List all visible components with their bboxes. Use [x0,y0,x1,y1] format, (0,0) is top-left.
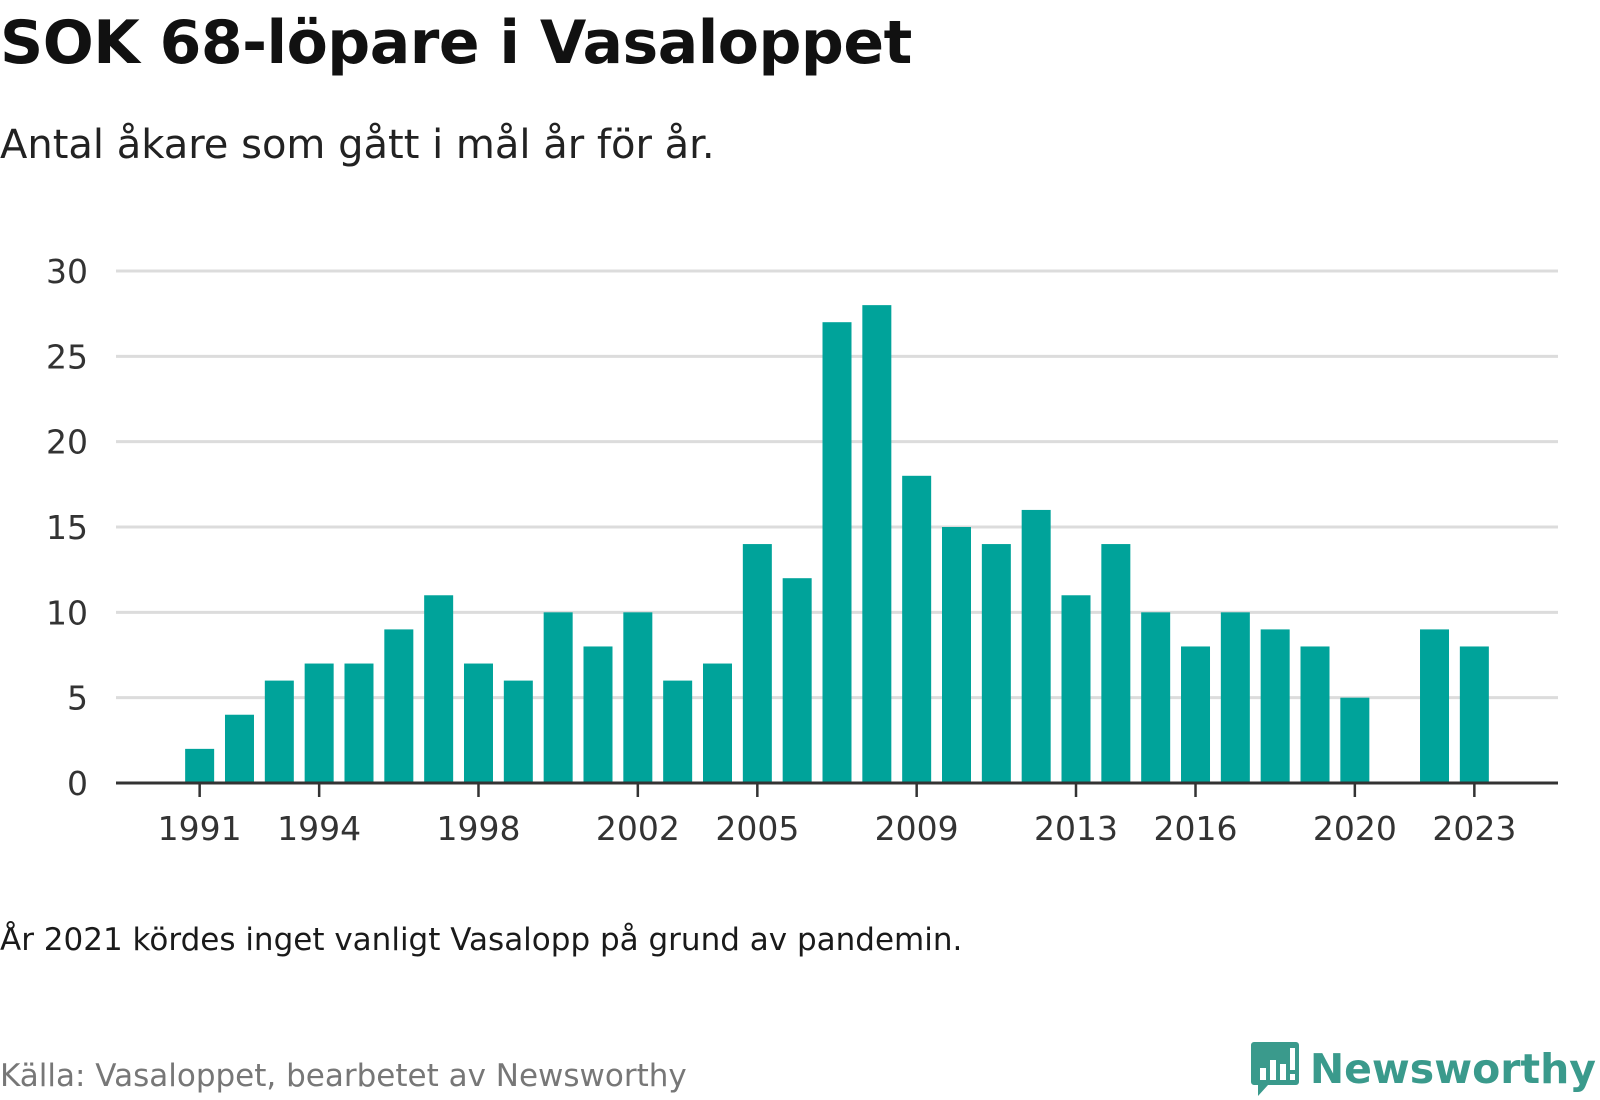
bar-2009 [902,475,932,783]
x-tick-label: 2009 [875,809,959,848]
bar-1995 [344,663,374,783]
bar-2011 [981,544,1011,783]
bar-2000 [543,612,573,783]
bar-2013 [1061,595,1091,783]
bar-2001 [583,646,613,783]
bar-2014 [1101,544,1131,783]
bar-2019 [1300,646,1330,783]
bar-1994 [304,663,334,783]
x-axis-ticks: 1991 1994 1998 2002 2005 2009 2013 2016 2020 2023 [158,783,1516,848]
bar-2004 [702,663,732,783]
bars [185,305,1489,783]
bar-2016 [1181,646,1211,783]
y-tick-label: 25 [46,337,88,376]
x-tick-label: 1994 [277,809,361,848]
bar-2008 [862,305,892,783]
bar-2007 [822,322,852,783]
bar-2002 [623,612,653,783]
chart-title: SOK 68-löpare i Vasaloppet [0,8,912,78]
footnote: År 2021 kördes inget vanligt Vasalopp på… [0,922,963,958]
y-tick-label: 30 [46,252,88,291]
x-tick-label: 2005 [715,809,799,848]
x-tick-label: 2016 [1154,809,1238,848]
x-tick-label: 2023 [1432,809,1516,848]
bar-chart: 0 5 10 15 20 25 30 1991 1994 1998 2002 2005 2009 201… [46,252,1558,848]
bar-2006 [782,578,812,783]
bar-2017 [1220,612,1250,783]
bar-2003 [663,680,693,783]
bar-2012 [1021,509,1051,783]
chart-subtitle: Antal åkare som gått i mål år för år. [0,122,715,168]
bar-2005 [742,544,772,783]
x-tick-label: 2002 [596,809,680,848]
bar-1997 [424,595,454,783]
brand-logo: Newsworthy [1250,1040,1596,1098]
bar-1993 [264,680,294,783]
y-tick-label: 5 [67,679,88,718]
bar-1991 [185,748,215,783]
bar-2020 [1340,697,1370,783]
brand-name: Newsworthy [1309,1045,1596,1093]
newsworthy-logo-icon [1250,1042,1299,1096]
y-tick-label: 20 [46,423,88,462]
x-tick-label: 1998 [436,809,520,848]
bar-1992 [224,714,254,783]
y-tick-label: 10 [46,593,88,632]
bar-2010 [942,527,972,783]
x-tick-label: 1991 [158,809,242,848]
bar-1996 [384,629,414,783]
bar-2015 [1141,612,1171,783]
bar-2022 [1420,629,1450,783]
y-tick-label: 0 [67,764,88,803]
y-tick-label: 15 [46,508,88,547]
bar-2018 [1260,629,1290,783]
y-axis-ticks: 0 5 10 15 20 25 30 [46,252,88,803]
x-tick-label: 2020 [1313,809,1397,848]
x-tick-label: 2013 [1034,809,1118,848]
source-text: Källa: Vasaloppet, bearbetet av Newswort… [0,1058,687,1094]
bar-2023 [1459,646,1489,783]
bar-1999 [503,680,533,783]
bar-1998 [463,663,493,783]
